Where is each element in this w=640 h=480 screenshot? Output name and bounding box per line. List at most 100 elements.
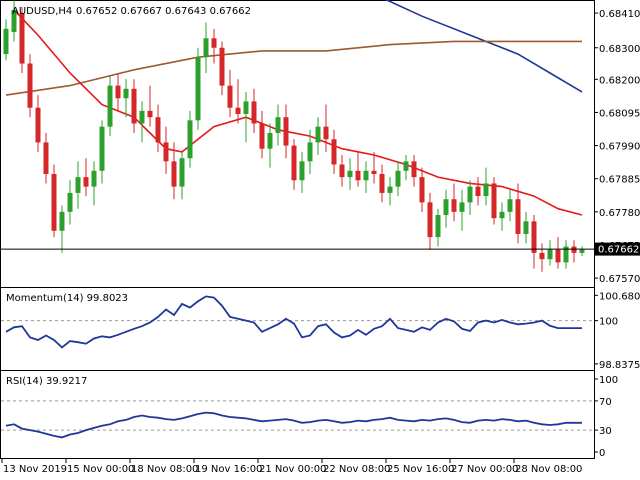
momentum-series <box>5 295 582 349</box>
candle <box>3 19 9 61</box>
candle <box>411 155 417 187</box>
candle <box>27 54 33 118</box>
candle <box>523 211 529 244</box>
candle-body <box>403 161 409 171</box>
ma-medium-line <box>5 40 582 96</box>
candle-body <box>179 158 185 187</box>
candle <box>187 110 193 168</box>
xtick-label: 22 Nov 08:00 <box>323 464 390 475</box>
candle-body <box>131 88 137 124</box>
candle <box>155 104 161 152</box>
candle-body <box>11 9 17 32</box>
candle-body <box>531 221 537 253</box>
candle <box>579 246 585 257</box>
candle <box>555 237 561 269</box>
candle <box>123 79 129 118</box>
candle-body <box>435 215 441 238</box>
candle-body <box>163 142 169 162</box>
momentum-ytick-label: 100 <box>599 317 618 328</box>
candle-body <box>259 123 265 149</box>
rsi-ytick-label: 0 <box>599 448 605 459</box>
momentum-label: Momentum(14) 99.8023 <box>6 293 128 304</box>
candle <box>379 164 385 203</box>
candle <box>235 79 241 124</box>
candle-body <box>363 170 369 181</box>
candle <box>299 151 305 193</box>
candle <box>35 95 41 152</box>
main-ytick-label: 0.68300 <box>599 44 640 55</box>
candle <box>275 104 281 146</box>
candle-body <box>267 132 273 149</box>
candle <box>291 139 297 190</box>
candle-body <box>427 202 433 238</box>
candle <box>107 76 113 137</box>
candle-body <box>291 145 297 181</box>
candle-body <box>371 170 377 174</box>
candle <box>323 104 329 152</box>
candle <box>395 161 401 197</box>
candle <box>491 177 497 225</box>
candle-body <box>315 126 321 143</box>
main-ytick-label: 0.67570 <box>599 274 640 285</box>
main-ytick-label: 0.67780 <box>599 208 640 219</box>
candle <box>147 85 153 127</box>
candle-body <box>419 177 425 203</box>
candle <box>179 151 185 200</box>
candle-body <box>411 161 417 178</box>
candle <box>531 215 537 269</box>
main-ytick-label: 0.68410 <box>599 9 640 20</box>
candle-body <box>275 117 281 133</box>
candle <box>315 117 321 156</box>
candle <box>251 88 257 133</box>
candle <box>91 161 97 206</box>
candle <box>459 189 465 231</box>
candle-body <box>227 85 233 108</box>
candle <box>75 161 81 209</box>
candle <box>131 79 137 133</box>
candle-body <box>35 107 41 143</box>
candle-body <box>347 170 353 178</box>
candle-body <box>387 186 393 193</box>
candle <box>83 158 89 197</box>
candle-body <box>75 177 81 193</box>
candle <box>307 129 313 174</box>
rsi-ytick-label: 70 <box>599 397 612 408</box>
xtick-label: 13 Nov 2019 <box>3 464 67 475</box>
candle-body <box>83 177 89 187</box>
candle-body <box>27 63 33 108</box>
candle <box>507 189 513 222</box>
candle-body <box>515 199 521 234</box>
candle <box>539 243 545 272</box>
candle <box>547 240 553 266</box>
candle <box>115 73 121 111</box>
rsi-series <box>5 411 582 439</box>
candle <box>139 101 145 143</box>
rsi-panel-frame <box>0 370 595 459</box>
momentum-ytick-label: 100.6805 <box>599 291 640 302</box>
current-price-box <box>595 242 640 256</box>
main-ytick-label: 0.68095 <box>599 108 640 119</box>
candle-body <box>523 221 529 234</box>
candle-body <box>19 13 25 64</box>
candle-body <box>339 164 345 178</box>
candle-body <box>155 117 161 143</box>
candle-body <box>539 252 545 260</box>
candle <box>443 189 449 228</box>
candle-body <box>187 120 193 159</box>
candle <box>11 0 17 42</box>
candle <box>59 205 65 253</box>
candle <box>19 6 25 73</box>
candle-body <box>43 142 49 174</box>
candle <box>403 155 409 181</box>
candle-body <box>211 38 217 48</box>
candle-body <box>499 211 505 219</box>
candle <box>219 41 225 96</box>
candle <box>515 183 521 244</box>
candle-body <box>171 161 177 187</box>
candle-body <box>443 199 449 215</box>
xtick-label: 25 Nov 16:00 <box>387 464 454 475</box>
candle <box>67 180 73 225</box>
candle-body <box>195 57 201 121</box>
candle-body <box>547 249 553 260</box>
